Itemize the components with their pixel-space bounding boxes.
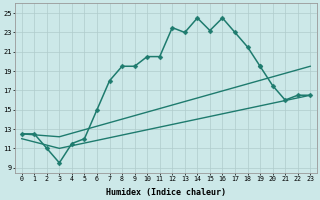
X-axis label: Humidex (Indice chaleur): Humidex (Indice chaleur) (106, 188, 226, 197)
